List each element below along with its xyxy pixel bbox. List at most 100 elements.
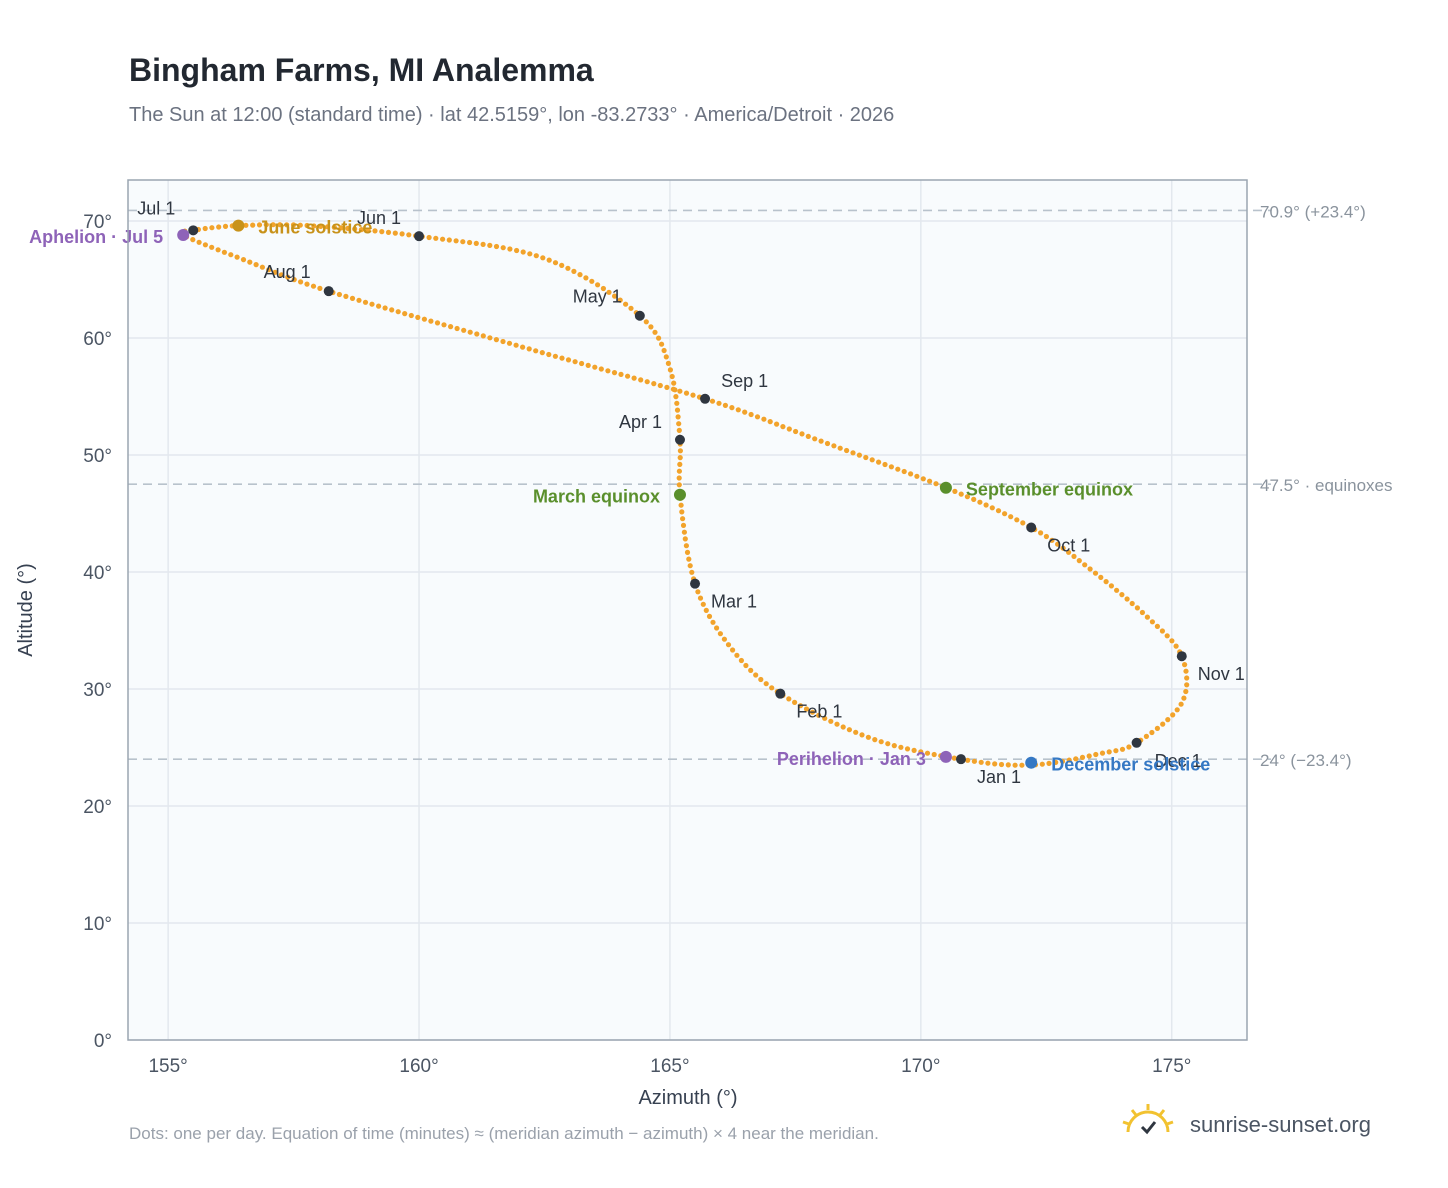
day-dot [338,225,344,231]
day-dot [1129,600,1135,607]
day-dot [382,305,388,311]
day-dot [284,222,290,228]
day-dot [202,242,208,248]
day-dot [1183,688,1189,695]
day-dot [196,239,202,245]
day-dot [748,411,754,418]
day-dot [247,259,253,265]
day-dot [480,333,486,339]
day-dot [1019,762,1025,768]
day-dot [546,351,552,358]
day-dot [677,455,683,461]
day-dot [448,324,454,330]
day-dot [623,301,629,307]
day-dot [552,353,559,359]
day-dot [809,709,816,715]
day-dot [1039,761,1045,767]
day-dot [533,253,539,259]
event-marker-label: June solstice [258,218,372,238]
x-tick-label: 175° [1152,1056,1191,1077]
day-dot [763,681,769,687]
day-dot [665,360,672,366]
day-dot [998,761,1005,768]
day-dot [725,642,732,648]
day-dot [716,400,722,406]
day-dot [964,494,971,500]
day-dot [202,225,208,232]
day-dot [971,496,977,502]
day-dot [467,329,473,335]
month-marker-label: Feb 1 [796,702,842,722]
day-dot [1143,733,1149,740]
day-dot [709,398,716,404]
day-dot [978,759,984,765]
brand-logo-link[interactable]: sunrise-sunset.org [1120,1100,1410,1150]
day-dot [190,237,196,243]
day-dot [1038,530,1044,536]
month-marker-label: Aug 1 [264,262,311,282]
day-dot [748,667,754,674]
x-tick-label: 160° [399,1056,438,1077]
day-dot [680,522,687,529]
day-dot [677,448,684,454]
day-dot [263,222,269,228]
day-dot [356,297,362,303]
day-dot [605,368,611,374]
day-dot [1184,682,1190,688]
day-dot [677,388,683,394]
day-dot [1005,762,1011,768]
day-dot [758,676,764,683]
day-dot [667,367,674,373]
day-dot [669,373,675,380]
reference-line-label: 47.5° · equinoxes [1260,476,1393,495]
day-dot [362,299,369,305]
day-dot [376,303,382,309]
day-dot [674,407,681,413]
day-dot [372,228,378,234]
day-dot [349,295,356,301]
day-dot [753,672,759,678]
day-dot [577,272,583,278]
event-marker-dot [673,488,686,501]
month-marker-label: Jul 1 [137,198,175,218]
month-marker-label: Jun 1 [357,208,401,228]
day-dot [1066,549,1072,555]
day-dot [559,262,565,268]
day-dot [898,744,904,750]
day-dot [989,505,995,511]
day-dot [1160,721,1166,727]
y-axis-ticks: 0° 10° 20° 30° 40° 50° 60° 70° [83,212,112,1052]
y-axis-label: Altitude (°) [15,563,37,657]
day-dot [527,251,533,257]
day-dot [657,382,663,389]
day-dot [1119,592,1125,598]
day-dot [533,348,539,354]
day-dot [480,241,486,247]
day-dot [493,337,499,343]
day-dot [901,468,907,475]
reference-line-label: 24° (−23.4°) [1260,751,1352,770]
month-markers: Jan 1 Feb 1 Mar 1 Apr 1 May 1 Jun 1 Jul 1 Aug 1… [137,198,1245,787]
day-dot [714,625,720,631]
day-dot [1066,757,1072,763]
day-dot [816,712,822,718]
day-dot [803,706,810,712]
day-dot [278,272,284,278]
chart-subtitle: The Sun at 12:00 (standard time) · lat 4… [129,104,895,126]
day-dot [1014,517,1020,523]
day-dot [1126,744,1132,750]
day-dot [1149,729,1155,736]
day-dot [1184,675,1190,681]
day-dot [631,375,637,381]
day-dot [914,473,920,479]
day-dot [797,703,804,709]
day-dot [369,301,375,307]
day-dot [526,346,532,352]
day-dot [735,407,741,413]
day-dot [983,502,989,508]
day-dot [676,421,682,427]
day-dot [734,652,740,658]
x-tick-label: 165° [650,1056,689,1077]
day-dot [579,360,585,367]
